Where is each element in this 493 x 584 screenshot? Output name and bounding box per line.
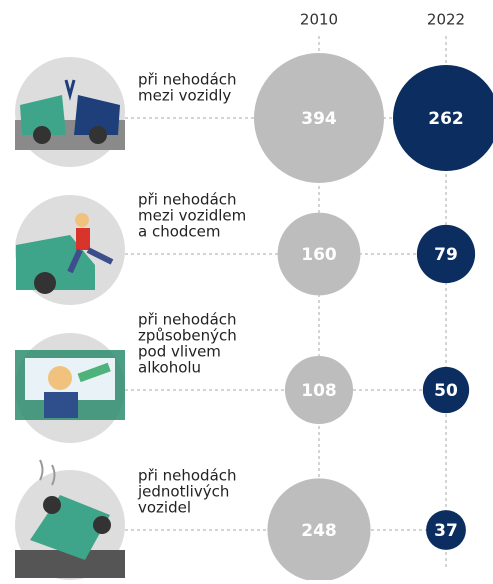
row-label: způsobených	[138, 327, 237, 345]
value-label: 160	[301, 245, 337, 265]
row-label: mezi vozidly	[138, 87, 231, 105]
icon-rollover	[15, 459, 125, 580]
bubble	[393, 65, 493, 171]
value-label: 50	[434, 381, 458, 401]
row-label: mezi vozidlem	[138, 207, 246, 225]
row-label: jednotlivých	[137, 483, 229, 501]
bubble	[277, 212, 361, 296]
bubble	[284, 355, 354, 425]
bubble	[426, 510, 466, 550]
row-label: při nehodách	[138, 191, 237, 209]
icon-alcohol	[15, 333, 125, 443]
row-label: alkoholu	[138, 359, 201, 377]
value-label: 248	[301, 521, 337, 541]
bubble	[416, 224, 476, 284]
bubble	[267, 478, 371, 582]
value-label: 79	[434, 245, 458, 265]
column-header: 2010	[300, 11, 338, 29]
icons	[15, 57, 125, 580]
row-label: při nehodách	[138, 311, 237, 329]
row-label: při nehodách	[138, 71, 237, 89]
value-label: 262	[428, 109, 464, 129]
bubble	[254, 53, 384, 183]
value-label: 108	[301, 381, 337, 401]
value-label: 394	[301, 109, 337, 129]
icon-pedestrian	[15, 195, 125, 305]
bubble	[422, 366, 470, 414]
row-label: a chodcem	[138, 223, 221, 241]
row-label: pod vlivem	[138, 343, 221, 361]
value-label: 37	[434, 521, 458, 541]
icon-crash	[15, 57, 125, 167]
row-label: vozidel	[138, 499, 191, 517]
column-header: 2022	[427, 11, 465, 29]
row-label: při nehodách	[138, 467, 237, 485]
